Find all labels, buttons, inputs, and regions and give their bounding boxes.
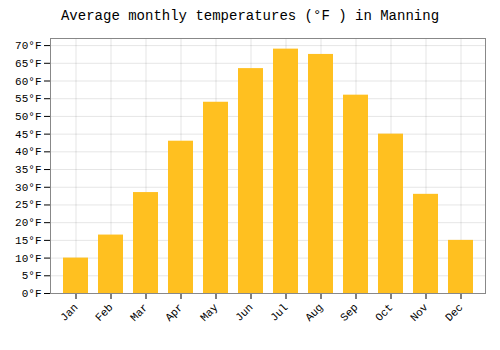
svg-text:0°F: 0°F (22, 288, 42, 300)
svg-text:May: May (198, 301, 221, 324)
svg-text:25°F: 25°F (15, 199, 41, 211)
html-text:Average monthly temperatures (: Average monthly temperatures (°F ) in Ma… (61, 8, 439, 24)
svg-text:55°F: 55°F (15, 93, 41, 105)
svg-text:50°F: 50°F (15, 111, 41, 123)
svg-text:Nov: Nov (408, 301, 431, 324)
svg-text:Sep: Sep (338, 301, 360, 323)
svg-text:Jul: Jul (268, 301, 290, 323)
svg-text:Feb: Feb (93, 301, 115, 323)
svg-text:70°F: 70°F (15, 40, 41, 52)
svg-text:Mar: Mar (128, 301, 150, 323)
svg-text:60°F: 60°F (15, 76, 41, 88)
svg-text:45°F: 45°F (15, 129, 41, 141)
svg-text:Dec: Dec (443, 301, 465, 323)
svg-text:Oct: Oct (373, 301, 395, 323)
svg-text:20°F: 20°F (15, 217, 41, 229)
svg-text:30°F: 30°F (15, 182, 41, 194)
svg-text:Jan: Jan (58, 301, 80, 323)
svg-text:15°F: 15°F (15, 235, 41, 247)
svg-text:10°F: 10°F (15, 253, 41, 265)
svg-text:Apr: Apr (163, 301, 185, 323)
svg-text:Jun: Jun (233, 301, 255, 323)
svg-text:5°F: 5°F (22, 270, 42, 282)
svg-text:65°F: 65°F (15, 58, 41, 70)
svg-text:35°F: 35°F (15, 164, 41, 176)
svg-text:Aug: Aug (303, 301, 325, 323)
svg-text:40°F: 40°F (15, 146, 41, 158)
